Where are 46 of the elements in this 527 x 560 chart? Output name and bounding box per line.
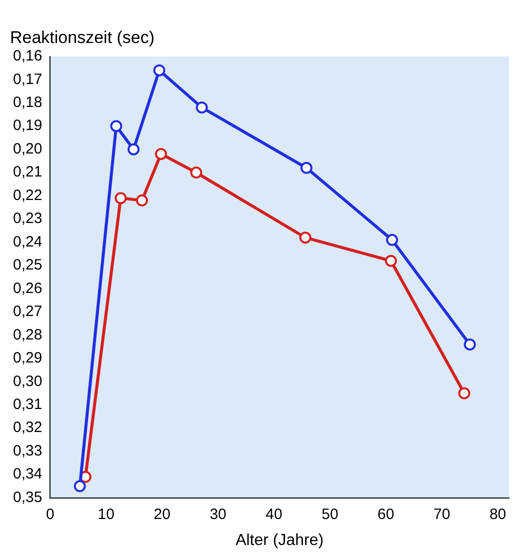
x-tick-label: 10	[98, 506, 114, 523]
y-tick-label: 0,26	[12, 280, 42, 297]
point	[464, 338, 476, 350]
y-tick-label: 0,21	[12, 164, 42, 181]
y-tick-label: 0,18	[12, 94, 42, 112]
point	[74, 480, 86, 492]
x-tick-label: 30	[210, 506, 226, 523]
y-tick-label: 0,28	[12, 326, 42, 344]
y-tick-label: 0,22	[12, 186, 42, 204]
y-tick-label: 0,23	[12, 210, 42, 228]
y-tick-label: 0,24	[12, 233, 42, 250]
y-tick-label: 0,27	[12, 303, 42, 320]
point	[128, 143, 140, 156]
y-tick-label: 0,32	[12, 419, 42, 436]
y-tick-label: 0,19	[12, 117, 42, 134]
point	[136, 194, 148, 206]
point	[154, 148, 167, 160]
point	[153, 64, 166, 76]
y-tick-label: 0,34	[12, 466, 42, 483]
y-tick-label: 0,33	[12, 442, 42, 460]
point	[386, 234, 398, 246]
x-tick-label: 80	[489, 506, 506, 523]
x-tick-label: 50	[322, 506, 338, 523]
x-axis-title: Alter (Jahre)	[236, 532, 324, 549]
x-tick-label: 60	[378, 506, 394, 523]
y-tick-label: 0,25	[12, 256, 42, 274]
y-tick-label: 0,31	[12, 396, 42, 414]
point	[114, 192, 127, 204]
point	[190, 166, 202, 179]
y-tick-label: 0,29	[12, 350, 42, 367]
point	[299, 232, 312, 244]
point	[196, 102, 208, 114]
point	[110, 120, 122, 132]
x-tick-label: 20	[154, 506, 170, 523]
x-tick-label: 70	[434, 506, 450, 523]
chart-title: Reaktionszeit (sec)	[10, 28, 155, 47]
y-tick-label: 0,30	[12, 372, 42, 390]
y-tick-label: 0,16	[12, 48, 42, 65]
point	[300, 162, 312, 174]
x-tick-label: 40	[266, 506, 282, 523]
x-tick-label: 0	[46, 506, 54, 523]
point	[458, 387, 470, 400]
y-tick-label: 0,20	[12, 140, 42, 158]
point	[384, 254, 397, 267]
y-tick-label: 0,35	[12, 488, 42, 506]
y-tick-label: 0,17	[12, 70, 42, 88]
